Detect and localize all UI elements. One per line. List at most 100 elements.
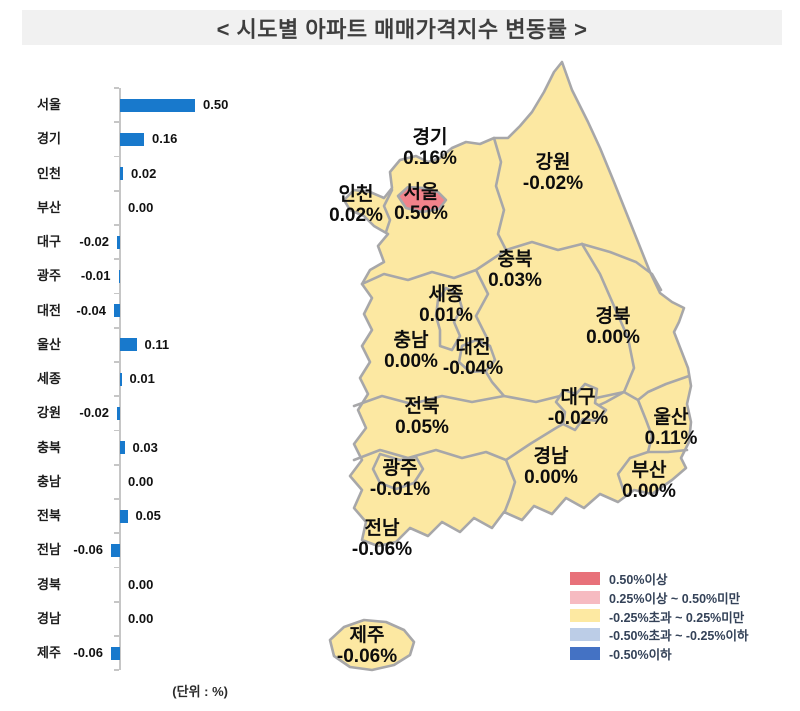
map-label-ulsan: 울산 0.11% xyxy=(644,407,698,449)
map-legend: 0.50%이상 0.25%이상 ~ 0.50%미만 -0.25%초과 ~ 0.2… xyxy=(570,569,748,663)
bar-value-label: -0.01 xyxy=(80,268,111,284)
korea-map-svg xyxy=(328,60,693,672)
bar-negative xyxy=(114,304,120,317)
legend-swatch-yellow xyxy=(570,609,600,623)
chart-axis-tick xyxy=(114,429,119,432)
legend-label: 0.50%이상 xyxy=(609,572,668,587)
bar-category-label: 경남 xyxy=(37,610,61,626)
border-gangwon-chungbuk xyxy=(504,240,584,252)
bar-category-label: 대전 xyxy=(37,302,61,318)
bar-category-label: 세종 xyxy=(37,371,61,386)
border-jeonbuk-south xyxy=(352,448,508,462)
legend-label: -0.50%초과 ~ -0.25%이하 xyxy=(609,629,749,644)
bar-positive xyxy=(120,338,137,352)
region-gwangju-shape xyxy=(371,452,425,491)
map-label-gyeongnam: 경남 0.00% xyxy=(524,446,578,488)
region-jeju-shape xyxy=(328,618,416,672)
bar-category-label: 강원 xyxy=(37,405,61,421)
chart-axis-tick xyxy=(114,463,119,466)
map-label-gyeonggi: 경기 0.16% xyxy=(403,127,457,169)
bar-value-label: 0.11 xyxy=(144,336,170,352)
bar-value-label: 0.00 xyxy=(128,199,154,215)
chart-axis-tick xyxy=(114,121,119,124)
bar-positive xyxy=(120,132,144,146)
chart-axis-tick xyxy=(114,224,119,226)
legend-label: -0.25%초과 ~ 0.25%미만 xyxy=(609,610,745,625)
bar-category-label: 전남 xyxy=(37,542,61,558)
bar-positive xyxy=(120,167,123,180)
bar-positive xyxy=(120,372,122,386)
border-busan-gyeongnam xyxy=(616,450,650,494)
bar-value-label: 0.00 xyxy=(128,576,154,592)
bar-value-label: 0.02 xyxy=(131,165,157,181)
bar-category-label: 울산 xyxy=(37,336,61,352)
legend-row: -0.50%초과 ~ -0.25%이하 xyxy=(570,625,748,644)
legend-row: -0.50%이하 xyxy=(570,644,748,663)
chart-axis-tick xyxy=(114,292,119,295)
legend-swatch-red xyxy=(570,571,600,585)
chart-axis-tick xyxy=(114,155,119,158)
korea-map: 경기 0.16% 인천 0.02% 서울 0.50% 강원 -0.02% 충북 0.03%… xyxy=(300,50,800,705)
map-label-gyeongbuk: 경북 0.00% xyxy=(586,306,640,348)
bar-positive xyxy=(120,509,128,523)
bar-category-label: 서울 xyxy=(37,97,61,112)
bar-value-label: -0.06 xyxy=(73,542,103,558)
bar-category-label: 충북 xyxy=(37,439,61,455)
korea-mainland-shape xyxy=(342,60,693,548)
bar-negative xyxy=(111,543,120,557)
map-label-jeju: 제주 -0.06% xyxy=(336,625,398,667)
border-jeonnam-gyeongnam xyxy=(503,458,517,513)
bar-negative xyxy=(117,235,120,249)
region-daegu-shape xyxy=(554,382,608,432)
bar-category-label: 부산 xyxy=(37,199,61,215)
map-label-seoul: 서울 0.50% xyxy=(394,182,448,224)
chart-axis-tick xyxy=(114,669,119,672)
legend-label: 0.25%이상 ~ 0.50%미만 xyxy=(609,591,741,606)
bar-category-label: 제주 xyxy=(37,645,61,660)
map-label-incheon: 인천 0.02% xyxy=(329,184,383,226)
border-ulsan-west xyxy=(636,398,654,454)
region-daejeon-shape xyxy=(457,338,497,374)
chart-axis-tick xyxy=(114,498,119,500)
border-ulsan-busan xyxy=(646,448,689,454)
border-gangwon-gyeongbuk xyxy=(580,242,663,292)
bar-value-label: 0.01 xyxy=(129,371,155,386)
legend-row: -0.25%초과 ~ 0.25%미만 xyxy=(570,607,748,626)
title-bar: < 시도별 아파트 매매가격지수 변동률 > xyxy=(22,10,782,45)
bar-value-label: 0.16 xyxy=(152,131,178,147)
map-label-jeonnam: 전남 -0.06% xyxy=(351,518,413,560)
bar-category-label: 충남 xyxy=(37,473,61,489)
bar-value-label: 0.05 xyxy=(135,508,161,523)
legend-label: -0.50%이하 xyxy=(609,648,672,663)
legend-row: 0.50%이상 xyxy=(570,569,748,588)
page-title: < 시도별 아파트 매매가격지수 변동률 > xyxy=(216,16,588,42)
map-label-chungnam: 충남 0.00% xyxy=(384,330,438,372)
bar-positive xyxy=(120,441,125,454)
map-label-daejeon: 대전 -0.04% xyxy=(442,337,504,379)
legend-swatch-blue xyxy=(570,647,600,661)
bar-negative xyxy=(118,269,120,283)
bar-negative xyxy=(117,406,120,420)
bar-value-label: -0.06 xyxy=(73,645,103,660)
chart-axis-tick xyxy=(114,326,119,329)
bar-category-label: 전북 xyxy=(37,508,61,523)
border-chungnam-chungbuk xyxy=(474,268,506,398)
chart-axis-tick xyxy=(114,635,119,637)
chart-axis-tick xyxy=(114,258,119,261)
chart-axis-line xyxy=(119,88,121,671)
border-gyeonggi-gangwon xyxy=(492,136,508,252)
legend-swatch-lightblue xyxy=(570,628,600,642)
map-label-chungbuk: 충북 0.03% xyxy=(488,249,542,291)
region-sejong-shape xyxy=(434,286,464,352)
bar-value-label: 0.00 xyxy=(128,473,154,489)
bar-category-label: 경기 xyxy=(37,131,61,147)
legend-swatch-pink xyxy=(570,590,600,604)
bar-positive xyxy=(120,98,195,112)
map-label-sejong: 세종 0.01% xyxy=(419,284,473,326)
chart-axis-tick xyxy=(114,532,119,535)
chart-axis-tick xyxy=(114,189,119,192)
bar-negative xyxy=(111,646,120,660)
map-label-gwangju: 광주 -0.01% xyxy=(369,458,431,500)
bar-value-label: -0.02 xyxy=(79,234,109,249)
map-label-daegu: 대구 -0.02% xyxy=(547,387,609,429)
